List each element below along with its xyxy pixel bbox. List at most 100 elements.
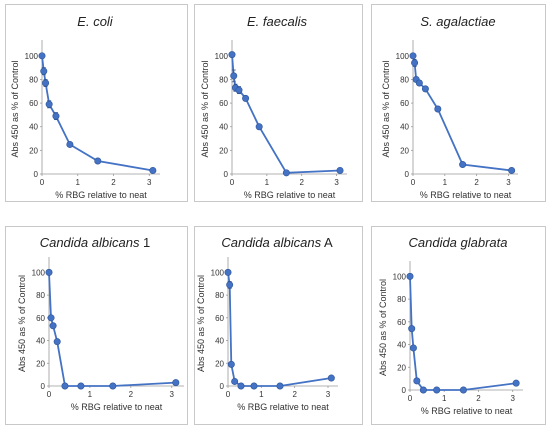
y-axis-label: Abs 450 as % of Control — [10, 60, 20, 157]
data-point — [228, 51, 236, 59]
x-tick-label: 3 — [326, 390, 331, 399]
data-point — [224, 268, 232, 276]
x-tick-label: 3 — [170, 390, 175, 399]
chart-title: Candida glabrata — [408, 235, 507, 250]
x-tick-label: 2 — [292, 390, 297, 399]
y-tick-label: 0 — [220, 382, 225, 391]
x-axis-label: % RBG relative to neat — [421, 406, 513, 416]
x-tick-label: 0 — [230, 178, 235, 187]
data-point — [231, 377, 239, 385]
chart-panel-1: E. coli 0 20 40 60 80 100 0 1 2 3% RBG relative to… — [5, 4, 188, 202]
data-point — [45, 268, 53, 276]
x-tick-label: 2 — [476, 394, 481, 403]
data-point — [66, 140, 74, 148]
y-tick-label: 100 — [25, 52, 39, 61]
data-point — [406, 272, 414, 280]
chart-title-suffix: 1 — [139, 235, 150, 250]
data-point — [409, 52, 417, 60]
x-axis-label: % RBG relative to neat — [244, 190, 336, 200]
x-tick-label: 0 — [47, 390, 52, 399]
y-tick-label: 80 — [400, 75, 409, 84]
y-tick-label: 20 — [400, 146, 409, 155]
chart-title: E. faecalis — [247, 14, 307, 29]
data-point — [242, 94, 250, 102]
x-tick-label: 3 — [506, 178, 511, 187]
data-point — [459, 161, 467, 169]
y-tick-label: 100 — [393, 272, 407, 281]
y-tick-label: 0 — [402, 386, 407, 395]
y-tick-label: 100 — [396, 52, 410, 61]
y-tick-label: 80 — [397, 295, 406, 304]
x-tick-label: 3 — [511, 394, 516, 403]
data-point — [230, 72, 238, 80]
data-point — [433, 386, 441, 394]
data-point — [336, 166, 344, 174]
data-point — [53, 338, 61, 346]
x-tick-label: 2 — [111, 178, 116, 187]
data-point — [227, 360, 235, 368]
series-line — [227, 272, 332, 387]
chart-title-name: E. coli — [77, 14, 114, 29]
x-tick-label: 2 — [299, 178, 304, 187]
y-tick-label: 20 — [36, 359, 45, 368]
y-axis-label: Abs 450 as % of Control — [378, 279, 388, 376]
data-point — [237, 382, 245, 390]
y-tick-label: 40 — [29, 123, 38, 132]
panel-frame — [371, 226, 546, 425]
y-tick-label: 80 — [215, 291, 224, 300]
y-tick-label: 100 — [211, 268, 225, 277]
data-point — [52, 112, 60, 120]
y-tick-label: 20 — [397, 363, 406, 372]
y-tick-label: 80 — [219, 75, 228, 84]
data-point — [109, 382, 117, 390]
data-point — [149, 166, 157, 174]
data-point — [226, 281, 234, 289]
data-point — [276, 382, 284, 390]
chart-panel-6: Candida glabrata 0 20 40 60 80 100 0 1 2 3 % RBG re… — [371, 226, 546, 425]
x-tick-label: 2 — [474, 178, 479, 187]
panel-frame — [371, 4, 546, 202]
y-tick-label: 40 — [215, 337, 224, 346]
chart-title-name: Candida glabrata — [408, 235, 507, 250]
data-point — [172, 379, 180, 387]
y-tick-label: 0 — [34, 170, 39, 179]
y-tick-label: 60 — [400, 99, 409, 108]
x-tick-label: 1 — [88, 390, 93, 399]
data-point — [45, 100, 53, 108]
chart-panel-2: E. faecalis 0 20 40 60 80 100 0 1 2 3 % RBG relativ… — [194, 4, 363, 202]
chart-title-name: E. faecalis — [247, 14, 307, 29]
y-tick-label: 40 — [36, 337, 45, 346]
chart-title-suffix: A — [321, 235, 333, 250]
panel-frame — [5, 4, 188, 202]
y-axis-label: Abs 450 as % of Control — [200, 60, 210, 157]
data-point — [409, 344, 417, 352]
chart-panel-4: Candida albicans 1 0 20 40 60 80 100 0 1 2 3 % RBG … — [5, 226, 188, 425]
chart-title-name: S. agalactiae — [420, 14, 495, 29]
data-point — [282, 169, 290, 177]
y-tick-label: 60 — [215, 314, 224, 323]
data-point — [61, 382, 69, 390]
y-axis-label: Abs 450 as % of Control — [17, 275, 27, 372]
chart-title-name: Candida albicans — [40, 235, 140, 250]
data-point — [235, 86, 243, 94]
x-axis-label: % RBG relative to neat — [420, 190, 512, 200]
x-tick-label: 0 — [408, 394, 413, 403]
chart-title: Candida albicans A — [221, 235, 333, 250]
x-tick-label: 0 — [411, 178, 416, 187]
data-point — [47, 314, 55, 322]
x-tick-label: 0 — [226, 390, 231, 399]
data-point — [459, 386, 467, 394]
data-point — [250, 382, 258, 390]
data-point — [508, 166, 516, 174]
panel-frame — [194, 226, 363, 425]
y-tick-label: 20 — [219, 146, 228, 155]
data-point — [94, 157, 102, 165]
data-point — [255, 123, 263, 131]
y-tick-label: 40 — [397, 341, 406, 350]
y-tick-label: 20 — [29, 146, 38, 155]
y-tick-label: 80 — [36, 291, 45, 300]
data-point — [42, 79, 50, 87]
y-tick-label: 60 — [29, 99, 38, 108]
y-tick-label: 20 — [215, 359, 224, 368]
